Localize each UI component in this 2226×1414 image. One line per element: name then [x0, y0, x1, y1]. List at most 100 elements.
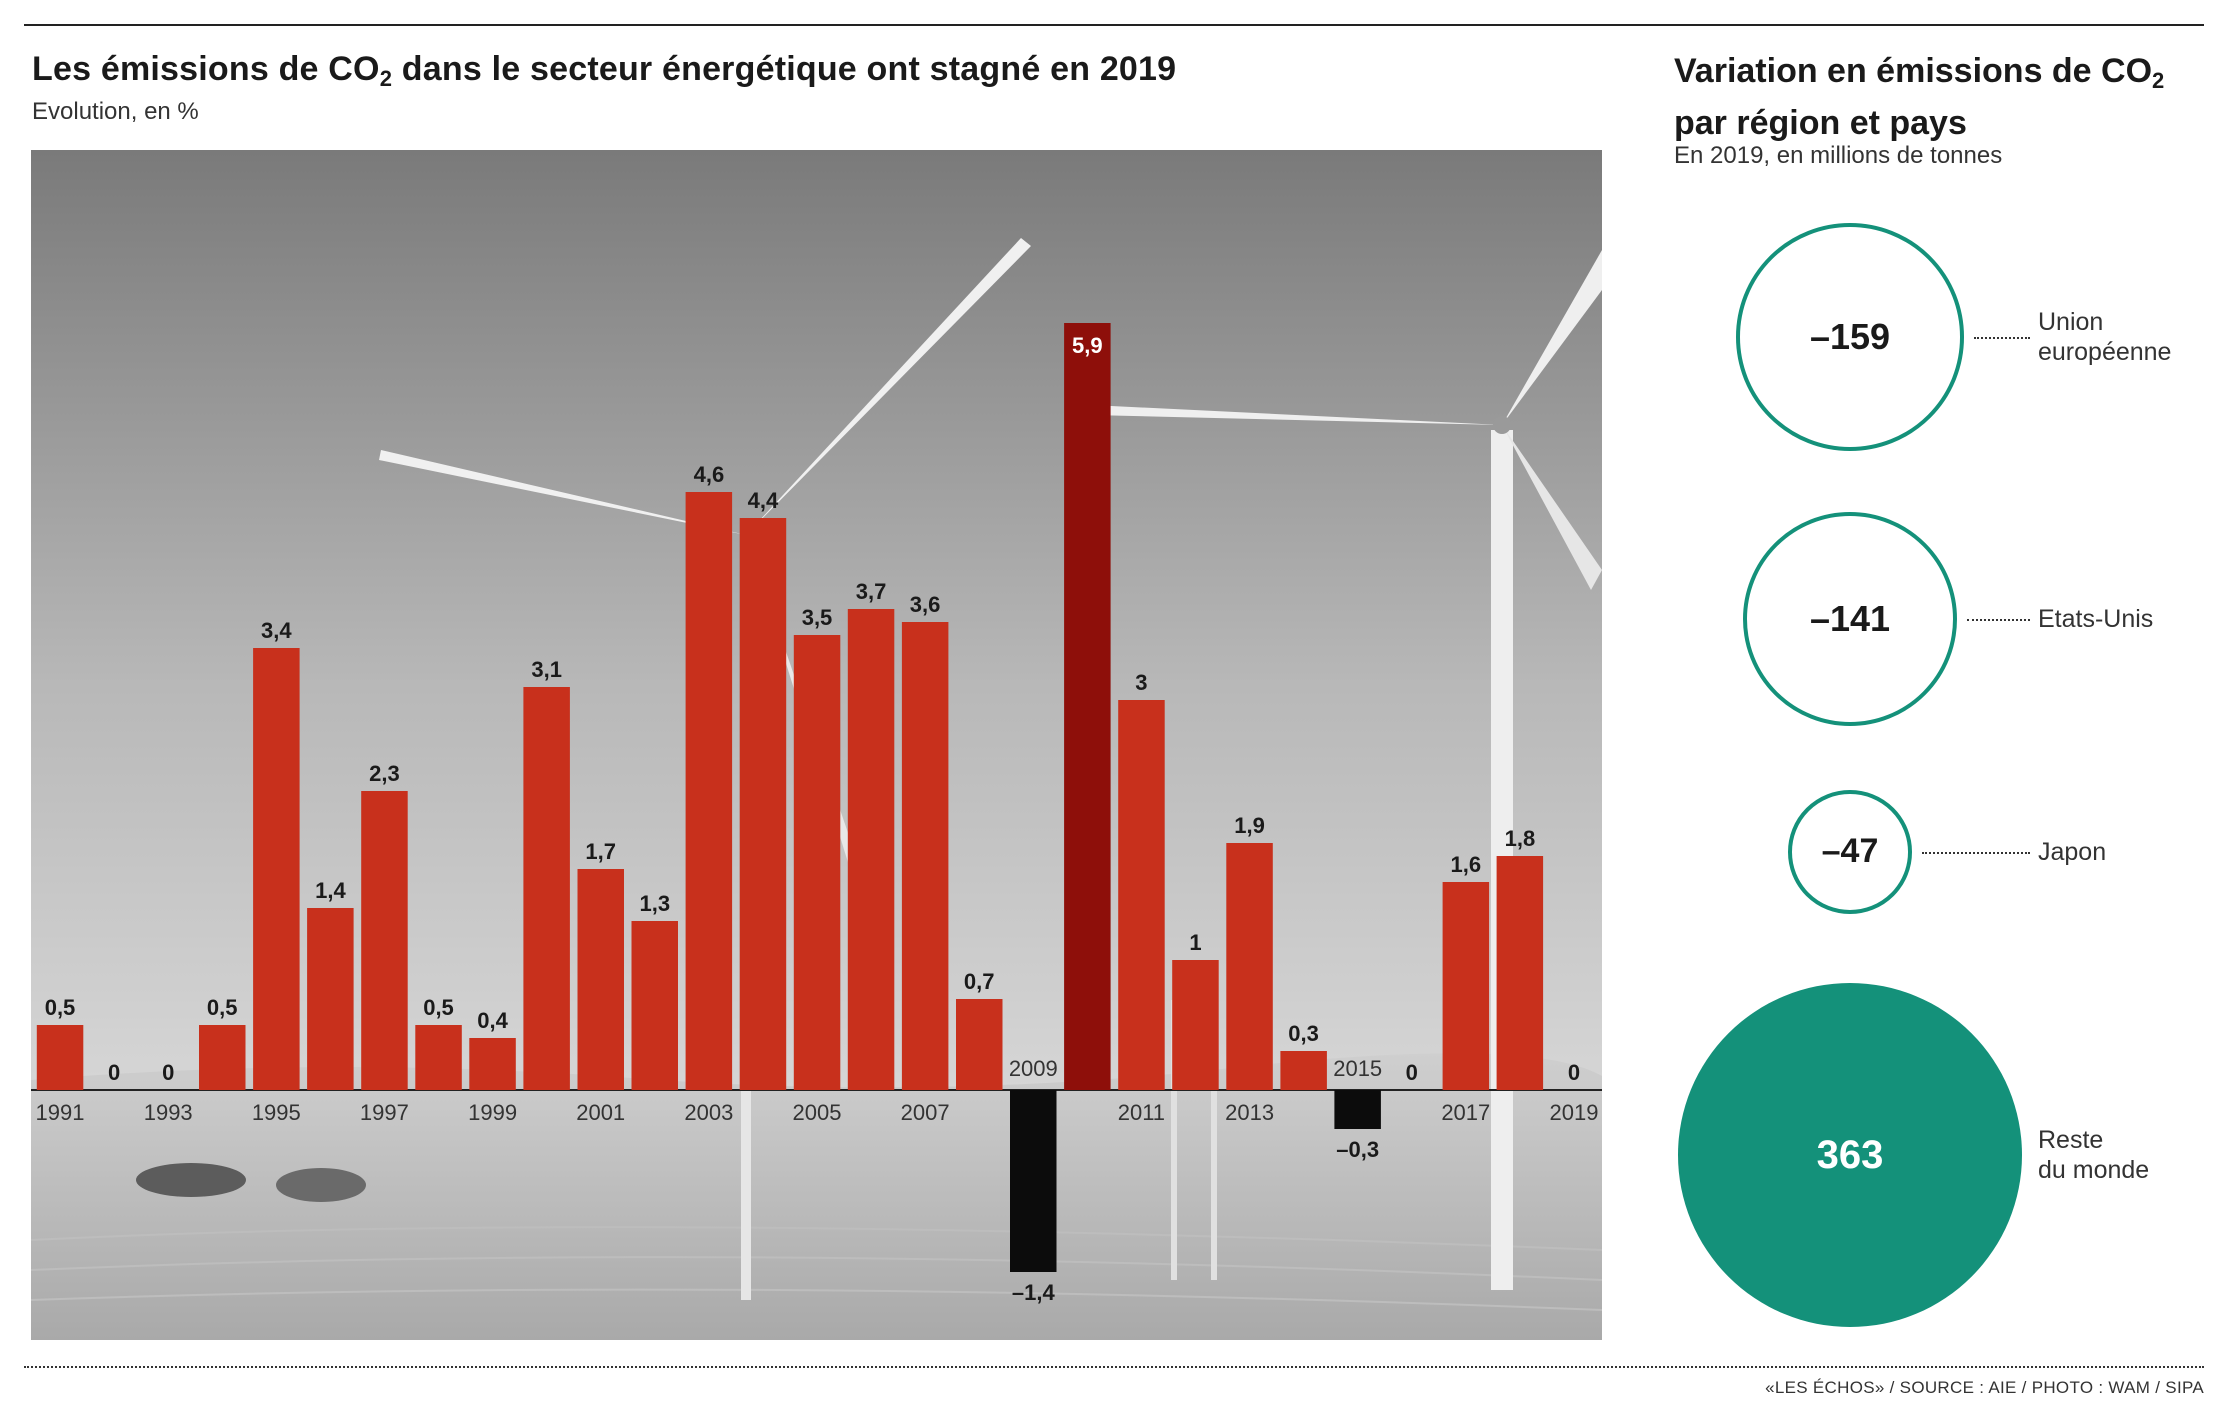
value-label-2003: 4,6	[694, 462, 725, 487]
value-label-2007: 3,6	[910, 592, 941, 617]
value-label-2009: –1,4	[1012, 1280, 1056, 1305]
bar-2007	[901, 622, 949, 1090]
bubble-title-line1: Variation en émissions de CO	[1674, 52, 2153, 90]
bubble-label-line: Japon	[2038, 838, 2107, 866]
x-tick-2017: 2017	[1441, 1100, 1490, 1125]
value-label-2019: 0	[1568, 1060, 1580, 1085]
x-tick-2007: 2007	[901, 1100, 950, 1125]
bubble-1: –141	[1742, 511, 1958, 727]
bubble-2: –47	[1788, 790, 1912, 914]
chart-title: Les émissions de CO2 dans le secteur éne…	[32, 50, 1176, 92]
value-label-1994: 0,5	[207, 995, 238, 1020]
bubble-label: Reste du monde	[2038, 1125, 2149, 1185]
x-tick-2011: 2011	[1118, 1100, 1165, 1125]
x-tick-2015: 2015	[1333, 1056, 1382, 1081]
bubble-value: –159	[1809, 315, 1891, 357]
bar-1999	[469, 1038, 516, 1090]
bubble-label-line: européenne	[2038, 338, 2172, 366]
wind-turbine-small	[1171, 1000, 1217, 1280]
value-label-2005: 3,5	[802, 605, 833, 630]
bubble-label: Japon	[2038, 837, 2106, 867]
chart-title-rest: dans le secteur énergétique ont stagné e…	[392, 50, 1177, 88]
bar-2008	[956, 999, 1003, 1090]
bubble-value: –47	[1821, 832, 1879, 871]
bubble-label: Etats-Unis	[2038, 604, 2153, 634]
value-label-1997: 2,3	[369, 761, 400, 786]
bubble-title-subscript: 2	[2152, 68, 2165, 93]
value-label-2013: 1,9	[1234, 813, 1265, 838]
bar-2015	[1334, 1090, 1381, 1129]
value-label-2000: 3,1	[531, 657, 562, 682]
bubble-title-line2: par région et pays	[1674, 104, 1967, 142]
bar-1994	[199, 1025, 246, 1090]
value-label-2004: 4,4	[748, 488, 779, 513]
bar-2002	[631, 921, 678, 1090]
value-label-1992: 0	[108, 1060, 120, 1085]
bar-2003	[685, 492, 733, 1090]
bubble-label: Union européenne	[2038, 307, 2171, 367]
x-tick-1991: 1991	[36, 1100, 85, 1125]
bar-1998	[415, 1025, 462, 1090]
bubble-chart-title: Variation en émissions de CO2 par région…	[1674, 50, 2164, 144]
bubble-label-line: Etats-Unis	[2038, 605, 2154, 633]
bar-2009	[1010, 1090, 1057, 1272]
value-label-2008: 0,7	[964, 969, 995, 994]
x-tick-2001: 2001	[576, 1100, 625, 1125]
source-credit: «LES ÉCHOS» / SOURCE : AIE / PHOTO : WAM…	[1765, 1378, 2204, 1397]
bubble-chart: –159 Union européenne –141 Etats-Unis –47 Japo…	[1660, 200, 2220, 1350]
bar-2004	[739, 518, 787, 1090]
value-label-2001: 1,7	[585, 839, 616, 864]
bar-2017	[1442, 882, 1490, 1090]
x-tick-1995: 1995	[252, 1100, 301, 1125]
x-tick-2009: 2009	[1009, 1056, 1058, 1081]
value-label-2018: 1,8	[1505, 826, 1536, 851]
tick-labels-layer: 1991 1993 1995 1997 1999 2001 2003 2005 2007 2009…	[36, 1056, 1599, 1125]
value-label-2017: 1,6	[1451, 852, 1482, 877]
bar-2000	[523, 687, 570, 1090]
bar-1991	[36, 1025, 84, 1090]
bubble-label-line: Union	[2038, 308, 2104, 336]
leader-line	[1973, 337, 2030, 339]
value-label-1991: 0,5	[45, 995, 76, 1020]
x-tick-2003: 2003	[684, 1100, 733, 1125]
x-tick-2005: 2005	[793, 1100, 842, 1125]
x-tick-1993: 1993	[144, 1100, 193, 1125]
value-label-2015: –0,3	[1336, 1137, 1379, 1162]
value-label-2006: 3,7	[856, 579, 887, 604]
value-label-2010: 5,9	[1072, 333, 1103, 358]
chart-title-subscript: 2	[379, 66, 393, 91]
bar-2012	[1172, 960, 1219, 1090]
bar-1996	[307, 908, 354, 1090]
bar-2005	[793, 635, 841, 1090]
value-label-2014: 0,3	[1288, 1021, 1319, 1046]
value-label-2002: 1,3	[640, 891, 671, 916]
bubble-chart-subtitle: En 2019, en millions de tonnes	[1674, 142, 2003, 169]
x-tick-2019: 2019	[1550, 1100, 1599, 1125]
bar-2011	[1118, 700, 1165, 1090]
bubble-label-line: Reste	[2038, 1126, 2104, 1154]
bar-2018	[1496, 856, 1544, 1090]
value-label-1999: 0,4	[477, 1008, 508, 1033]
x-tick-2013: 2013	[1225, 1100, 1274, 1125]
bar-2006	[847, 609, 895, 1090]
bar-2010	[1064, 323, 1111, 1090]
leader-line	[1967, 619, 2030, 621]
value-label-1996: 1,4	[315, 878, 346, 903]
bar-2014	[1280, 1051, 1327, 1090]
bubble-value: –141	[1809, 597, 1891, 639]
bottom-rule	[24, 1366, 2204, 1368]
value-label-1998: 0,5	[423, 995, 454, 1020]
top-rule	[24, 24, 2204, 26]
x-tick-1997: 1997	[360, 1100, 409, 1125]
bar-chart: 1991 1993 1995 1997 1999 2001 2003 2005 2007 2009…	[31, 150, 1602, 1340]
bar-1997	[361, 791, 408, 1090]
bubble-label-line: du monde	[2038, 1156, 2150, 1184]
bubble-3: 363	[1678, 983, 2022, 1327]
value-labels-layer: 0,5 0 0 0,5 3,4 1,4 2,3 0,5 0,4 3,1 1,7 1,3 4,6 4,4 3,…	[45, 333, 1580, 1305]
bars-layer	[31, 323, 1602, 1272]
chart-subtitle: Evolution, en %	[32, 98, 199, 125]
bar-chart-panel: 1991 1993 1995 1997 1999 2001 2003 2005 2007 2009…	[31, 150, 1602, 1340]
value-label-1995: 3,4	[261, 618, 292, 643]
bubble-0: –159	[1736, 223, 1964, 451]
